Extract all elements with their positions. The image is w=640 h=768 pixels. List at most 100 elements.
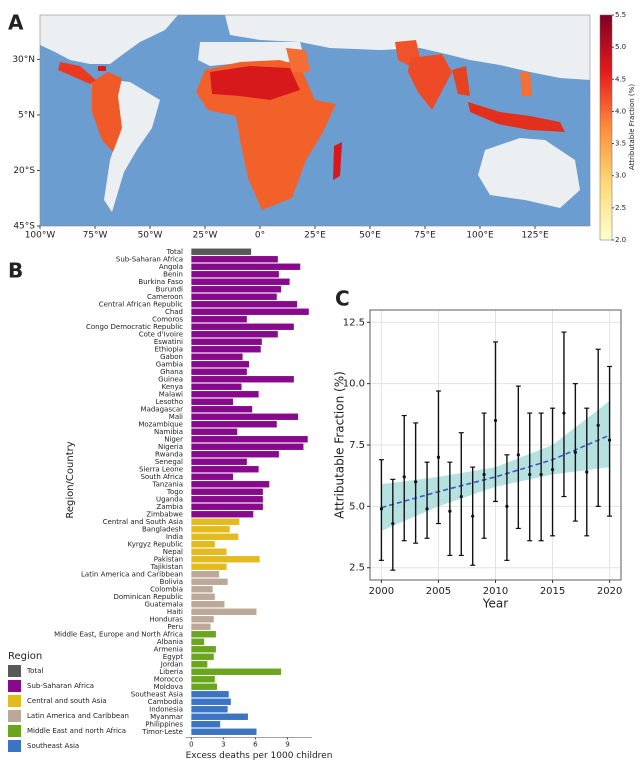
region	[58, 62, 96, 84]
land	[198, 42, 305, 66]
y-tick-label: Cambodia	[148, 698, 183, 706]
legend-swatch	[8, 665, 21, 677]
point	[414, 480, 418, 484]
x-tick-label: 50°W	[138, 231, 163, 241]
y-tick-label: Rwanda	[155, 450, 183, 458]
y-tick-label: Cote d'Ivoire	[139, 330, 183, 338]
y-tick-label: Cameroon	[147, 293, 183, 301]
bar	[191, 391, 259, 398]
point	[516, 453, 520, 457]
x-tick-label: 2000	[369, 586, 394, 597]
y-tick-label: Egypt	[163, 653, 183, 661]
colorbar-tick-label: 5.5	[615, 11, 626, 19]
colorbar	[599, 14, 613, 241]
bar	[191, 683, 217, 690]
y-tick-label: Morocco	[154, 675, 183, 683]
y-tick-label: Madagascar	[141, 405, 184, 413]
colorbar-tick-label: 4.5	[615, 75, 626, 83]
x-axis-label: Excess deaths per 1000 children	[186, 751, 333, 761]
y-tick-label: South Africa	[140, 473, 183, 481]
bar	[191, 616, 214, 623]
point	[482, 472, 486, 477]
bar	[191, 413, 299, 420]
x-tick-label: 2015	[540, 586, 565, 597]
x-tick-label: 0°	[255, 231, 265, 241]
point	[379, 507, 384, 511]
y-tick-label: Burkina Faso	[138, 278, 183, 286]
region	[210, 66, 300, 100]
bar	[191, 676, 215, 683]
y-tick-label: Guatemala	[144, 600, 183, 608]
bar	[191, 496, 263, 503]
legend-label: Southeast Asia	[27, 742, 79, 750]
legend-title: Region	[8, 651, 42, 662]
y-tick-label: 10.0	[343, 379, 365, 390]
y-tick-label: 5.0	[349, 501, 365, 512]
x-tick-label: 100°E	[466, 231, 494, 241]
y-tick-label: Tajikistan	[150, 563, 183, 571]
y-tick-label: Moldova	[154, 683, 183, 691]
y-tick-label: Sub-Saharan Africa	[116, 255, 183, 263]
bar	[191, 331, 278, 338]
bar	[191, 271, 279, 278]
legend-label: Latin America and Caribbean	[27, 712, 129, 720]
bar	[191, 406, 253, 413]
bar	[191, 646, 216, 653]
map-layer	[39, 14, 591, 227]
y-tick-label: Mozambique	[138, 420, 183, 428]
y-tick-label: Togo	[166, 488, 183, 496]
y-tick-label: Kenya	[162, 383, 183, 391]
bar	[191, 398, 233, 405]
x-tick-label: 9	[285, 741, 289, 749]
bar	[191, 443, 304, 450]
x-tick-label: 50°E	[359, 231, 381, 241]
y-tick-label: Uganda	[156, 495, 183, 503]
y-tick-label: Bolivia	[160, 578, 183, 586]
y-tick-label: Haiti	[167, 608, 183, 616]
legend-swatch	[8, 695, 21, 707]
bar	[191, 256, 278, 263]
bar	[191, 511, 254, 518]
y-tick-label: 12.5	[343, 317, 365, 328]
y-tick-label: Armenia	[154, 645, 183, 653]
bar	[191, 361, 249, 368]
panel-label: A	[8, 11, 24, 35]
point	[471, 514, 475, 518]
bar	[191, 458, 247, 465]
region	[196, 60, 336, 210]
bar	[191, 353, 243, 360]
bar	[191, 263, 301, 270]
bar	[191, 421, 277, 428]
y-tick-label: Central and South Asia	[103, 518, 183, 526]
y-tick-label: Myanmar	[150, 713, 183, 721]
y-tick-label: Southeast Asia	[131, 690, 183, 698]
bar	[191, 316, 247, 323]
bar	[191, 338, 262, 345]
y-axis-label: Attributable Fraction (%)	[333, 371, 347, 519]
colorbar-tick-label: 5.0	[615, 43, 626, 51]
y-tick-label: Albania	[157, 638, 183, 646]
bar	[191, 503, 263, 510]
y-tick-label: Benin	[163, 270, 183, 278]
legend-swatch	[8, 680, 21, 692]
x-tick-label: 25°E	[304, 231, 326, 241]
bar	[191, 308, 309, 315]
bar	[191, 586, 213, 593]
bar	[191, 383, 242, 390]
y-tick-label: Sierra Leone	[139, 465, 183, 473]
y-tick-label: Tanzania	[152, 480, 183, 488]
bar	[191, 368, 247, 375]
x-tick-label: 100°W	[25, 231, 56, 241]
y-tick-label: Middle East, Europe and North Africa	[54, 630, 183, 638]
legend-label: Total	[26, 667, 43, 675]
y-tick-label: Gambia	[156, 360, 183, 368]
x-tick-label: 2005	[426, 586, 451, 597]
y-tick-label: Zambia	[156, 503, 183, 511]
y-tick-label: Pakistan	[154, 555, 183, 563]
y-tick-label: Malawi	[159, 390, 183, 398]
legend-swatch	[8, 710, 21, 722]
region	[286, 48, 310, 72]
point	[539, 472, 543, 477]
y-tick-label: Gabon	[160, 353, 183, 361]
